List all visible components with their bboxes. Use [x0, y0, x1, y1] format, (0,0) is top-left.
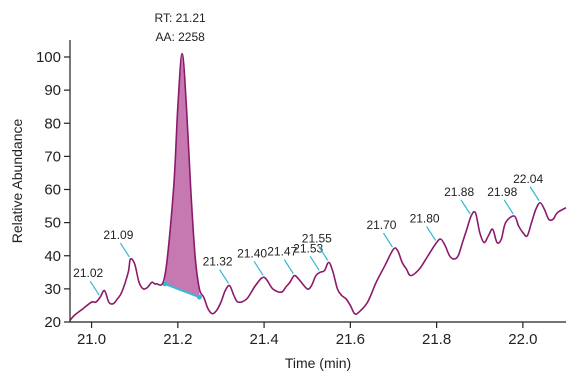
y-tick-label: 30	[44, 281, 61, 298]
peak-label: 21.80	[410, 212, 440, 226]
y-tick-label: 50	[44, 215, 61, 232]
x-tick-label: 21.6	[336, 331, 365, 348]
y-tick-label: 40	[44, 248, 61, 265]
trace-layer	[69, 52, 567, 321]
y-tick-label: 80	[44, 115, 61, 132]
peak-leader-line	[119, 242, 130, 258]
ticks: 20 30 40 50 60 70 80 90 100 21.0 21.2 21.4 21.6 21.8 2…	[36, 49, 538, 348]
y-tick-label: 70	[44, 148, 61, 165]
peak-leader-line	[219, 269, 230, 284]
peak-leader-line	[426, 226, 437, 241]
peak-leader-line	[253, 260, 264, 276]
chromatogram-trace	[69, 52, 567, 321]
peak-leader-line	[503, 199, 514, 215]
y-tick-label: 90	[44, 82, 61, 99]
y-tick-label: 20	[44, 314, 61, 331]
peak-area-layer	[162, 53, 202, 300]
peak-label: 21.55	[302, 231, 332, 245]
peak-label: 22.04	[513, 172, 543, 186]
peak-annotation-line: RT: 21.21	[155, 11, 206, 25]
x-tick-label: 21.2	[163, 331, 192, 348]
peak-baseline	[164, 282, 200, 299]
x-tick-label: 21.4	[249, 331, 278, 348]
axes	[69, 40, 566, 323]
y-tick-label: 60	[44, 182, 61, 199]
peak-label: 21.32	[203, 255, 233, 269]
peak-leader-line	[89, 280, 100, 296]
peak-leader-line	[382, 232, 393, 248]
x-tick-label: 21.0	[77, 331, 106, 348]
peak-leader-line	[309, 255, 320, 271]
peak-leader-line	[529, 186, 540, 202]
peak-leader-line	[460, 199, 471, 215]
annotations: RT: 21.21 AA: 2258	[155, 11, 206, 44]
peak-label: 21.88	[444, 185, 474, 199]
x-tick-label: 21.8	[422, 331, 451, 348]
peak-label: 21.47	[267, 245, 297, 259]
peak-label: 21.09	[103, 228, 133, 242]
peak-leader-line	[318, 246, 329, 261]
peak-label: 21.02	[73, 266, 103, 280]
integrated-peak-area	[164, 53, 200, 298]
peak-label: 21.40	[237, 246, 267, 260]
x-axis-title: Time (min)	[285, 355, 351, 371]
y-tick-label: 100	[36, 49, 61, 66]
peak-label: 21.53	[293, 241, 323, 255]
baseline-end-marker	[196, 294, 202, 300]
peak-label: 21.70	[366, 218, 396, 232]
peak-label: 21.98	[487, 185, 517, 199]
peak-leader-line	[283, 259, 294, 274]
peak-annotation-line: AA: 2258	[155, 30, 205, 44]
y-axis-title: Relative Abundance	[9, 119, 25, 244]
x-tick-label: 22.0	[508, 331, 537, 348]
